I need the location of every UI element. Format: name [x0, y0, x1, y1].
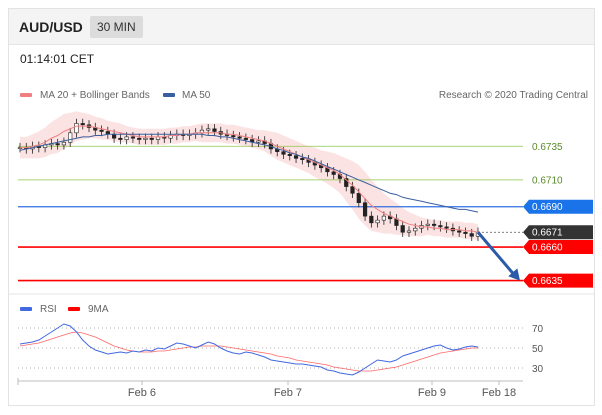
level-label: 0.6660: [532, 243, 563, 254]
level-label-box: [523, 240, 593, 255]
candle-body: [68, 132, 73, 143]
candle-body: [256, 140, 261, 143]
ma20-legend-label: MA 20 + Bollinger Bands: [40, 90, 150, 101]
rsi-legend-label: RSI: [40, 304, 57, 315]
candle-body: [112, 133, 117, 139]
candle-body: [400, 225, 405, 233]
rsi-tick-label: 70: [532, 324, 544, 335]
candle-body: [344, 178, 349, 187]
ma50-line: [19, 133, 479, 213]
ma50-legend-label: MA 50: [182, 90, 211, 101]
candle-body: [406, 230, 412, 233]
ma20-line: [20, 125, 479, 233]
projection-arrow-shaft: [476, 231, 516, 276]
ma20-legend-swatch: [20, 93, 32, 97]
ma50-legend-swatch: [163, 93, 175, 97]
main-chart-area: 0.6735 0.6710 0.6690 0.6671 0.6660 0.6635: [17, 111, 593, 288]
candle-body: [124, 136, 129, 140]
candle-body: [130, 136, 136, 139]
x-tick-label: Feb 18: [482, 387, 516, 399]
candle-body: [61, 141, 67, 146]
candle-body: [375, 219, 380, 224]
level-label-box: [523, 199, 593, 214]
candle-body: [243, 137, 248, 140]
candle-body: [463, 231, 468, 234]
candle-body: [74, 123, 79, 134]
level-label: 0.6690: [532, 202, 563, 213]
level-label: 0.6635: [532, 276, 563, 287]
credit-text: Research © 2020 Trading Central: [439, 90, 588, 101]
ma9-legend-label: 9MA: [88, 304, 109, 315]
candle-body: [369, 215, 374, 224]
candle-body: [425, 223, 430, 226]
candle-body: [143, 137, 148, 140]
candle-body: [444, 226, 449, 229]
candle-body: [281, 151, 286, 155]
timestamp: 01:14:01 CET: [20, 52, 95, 66]
candle-body: [237, 136, 242, 139]
candle-body: [469, 233, 474, 237]
chart-header: AUD/USD 30 MIN: [9, 9, 594, 45]
candle-body: [431, 223, 437, 226]
candle-body: [149, 137, 154, 140]
candle-body: [137, 137, 142, 140]
x-axis: Feb 6 Feb 7 Feb 9 Feb 18: [17, 378, 516, 399]
candle-body: [350, 186, 355, 194]
candle-body: [206, 128, 211, 131]
symbol-title: AUD/USD: [19, 19, 83, 35]
ma9-line: [19, 331, 478, 372]
level-label: 0.6735: [532, 142, 563, 153]
x-tick-label: Feb 6: [128, 387, 156, 399]
candle-body: [362, 202, 368, 217]
candle-body: [118, 137, 123, 140]
candle-body: [438, 225, 443, 228]
projection-arrow-head: [508, 268, 520, 281]
candle-body: [356, 192, 361, 203]
level-label-box: [523, 225, 593, 240]
candle-body: [331, 171, 336, 175]
level-label: 0.6710: [532, 175, 563, 186]
rsi-legend-swatch: [20, 307, 32, 311]
rsi-chart-area: 30 50 70: [18, 323, 544, 376]
level-label: 0.6671: [532, 228, 563, 239]
rsi-tick-label: 30: [532, 364, 544, 375]
x-tick-label: Feb 7: [274, 387, 302, 399]
level-label-box: [523, 273, 593, 288]
candle-body: [293, 155, 299, 159]
candle-body: [212, 128, 217, 132]
candle-body: [300, 158, 305, 161]
timeframe-badge[interactable]: 30 MIN: [90, 16, 143, 38]
candle-body: [55, 143, 60, 146]
ma9-legend-swatch: [68, 307, 80, 311]
candle-body: [381, 215, 386, 221]
rsi-tick-label: 50: [532, 344, 544, 355]
candle-body: [99, 129, 104, 132]
x-tick-label: Feb 9: [418, 387, 446, 399]
candle-body: [413, 227, 418, 232]
candle-body: [287, 154, 292, 156]
candle-body: [80, 123, 85, 126]
candle-body: [231, 135, 236, 138]
candle-body: [457, 230, 462, 233]
rsi-line: [19, 323, 479, 376]
